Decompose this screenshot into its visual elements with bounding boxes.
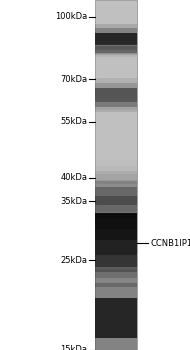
Bar <box>95 213 137 255</box>
Bar <box>95 174 137 218</box>
Bar <box>95 196 137 273</box>
Bar <box>95 46 137 52</box>
Text: 70kDa: 70kDa <box>60 75 87 84</box>
Text: 15kDa: 15kDa <box>60 345 87 350</box>
Bar <box>95 44 137 55</box>
Bar <box>95 97 137 110</box>
Bar <box>95 78 137 112</box>
Bar <box>95 24 137 54</box>
Bar <box>95 229 137 278</box>
Bar <box>95 219 137 287</box>
Bar <box>95 298 137 337</box>
Text: 35kDa: 35kDa <box>60 197 87 205</box>
Bar <box>95 83 137 107</box>
Bar <box>95 161 137 194</box>
Bar <box>95 100 137 107</box>
Bar <box>95 88 137 102</box>
Bar <box>95 28 137 50</box>
Text: 40kDa: 40kDa <box>60 173 87 182</box>
Bar <box>95 269 137 350</box>
Bar <box>95 166 137 189</box>
Text: 100kDa: 100kDa <box>55 12 87 21</box>
Bar <box>95 171 137 184</box>
Bar <box>95 33 137 45</box>
Bar <box>95 41 137 57</box>
Bar <box>95 0 137 350</box>
Bar <box>95 95 137 112</box>
Bar <box>95 240 137 267</box>
Text: 25kDa: 25kDa <box>60 256 87 265</box>
Bar <box>95 180 137 212</box>
Text: 55kDa: 55kDa <box>60 117 87 126</box>
Text: CCNB1IP1: CCNB1IP1 <box>150 239 190 248</box>
Bar <box>95 181 137 287</box>
Bar <box>95 187 137 205</box>
Bar <box>95 283 137 350</box>
